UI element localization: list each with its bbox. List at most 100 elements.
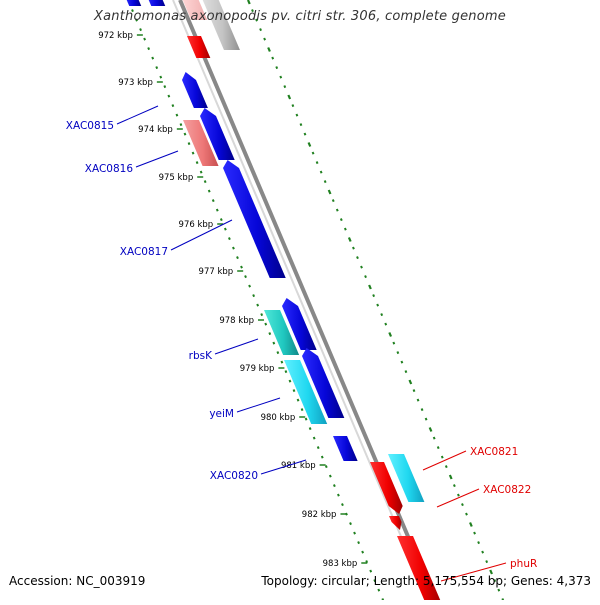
- gene-label-phur[interactable]: phuR: [510, 558, 537, 570]
- tick-dot: [240, 265, 243, 269]
- tick-dot: [248, 284, 251, 288]
- tick-dot: [228, 237, 231, 241]
- gene-label-xac0816[interactable]: XAC0816: [85, 163, 134, 175]
- tick-dot: [440, 455, 444, 459]
- tick-dot: [292, 389, 296, 393]
- gene-block-yeim[interactable]: [284, 360, 328, 424]
- gene-label-yeim[interactable]: yeiM: [209, 408, 234, 420]
- gene-block-top-blue-a[interactable]: [125, 0, 142, 6]
- gene-label-leader: [170, 219, 233, 251]
- accession-text: Accession: NC_003919: [9, 574, 146, 588]
- tick-dot: [315, 161, 319, 165]
- tick-dot: [276, 351, 280, 355]
- gene-block-xac0822[interactable]: [388, 454, 425, 502]
- tick-dot: [175, 113, 179, 117]
- gene-label-leader: [135, 150, 179, 168]
- tick-dot: [287, 94, 292, 100]
- tick-dot: [432, 436, 436, 440]
- gene-block-xac0821[interactable]: [370, 462, 403, 514]
- tick-dot: [195, 161, 199, 165]
- tick-dot: [477, 541, 480, 545]
- tick-dot: [219, 218, 223, 222]
- tick-dot: [135, 18, 138, 22]
- gene-block-top-grey[interactable]: [201, 0, 240, 50]
- gene-block-xac0816-fwd[interactable]: [200, 108, 235, 160]
- tick-dot: [369, 569, 373, 573]
- tick-dot: [349, 522, 352, 526]
- gene-block-top-blue-b[interactable]: [147, 0, 166, 6]
- gene-label-xac0817[interactable]: XAC0817: [120, 246, 168, 258]
- tick-dot: [308, 427, 312, 431]
- tick-dot: [211, 199, 215, 203]
- tick-dot: [377, 588, 381, 592]
- scale-tick-label: 980 kbp: [261, 413, 296, 423]
- tick-dot: [275, 66, 279, 70]
- tick-dot: [267, 47, 271, 52]
- tick-dot: [203, 180, 207, 184]
- tick-dot: [473, 531, 476, 535]
- tick-dot: [215, 208, 219, 212]
- gene-label-xac0820[interactable]: XAC0820: [210, 470, 258, 482]
- gene-block-xac0816[interactable]: [183, 120, 219, 166]
- tick-dot: [372, 294, 376, 298]
- tick-dot: [343, 227, 347, 231]
- tick-dot: [361, 550, 365, 554]
- tick-dot: [392, 341, 396, 345]
- tick-dot: [268, 332, 272, 336]
- tick-dot: [223, 227, 227, 231]
- gene-block-top-pale[interactable]: [181, 0, 208, 20]
- gene-label-xac0822[interactable]: XAC0822: [483, 484, 531, 496]
- gene-label-xac0821[interactable]: XAC0821: [470, 446, 518, 458]
- tick-dot: [259, 28, 262, 32]
- scale-tick-label: 973 kbp: [118, 78, 153, 88]
- tick-dot: [147, 47, 151, 51]
- tick-dot: [232, 246, 235, 250]
- gene-block-xac0820[interactable]: [333, 436, 358, 461]
- tick-dot: [384, 322, 388, 326]
- tick-dot: [465, 512, 468, 516]
- gene-label-leader: [422, 450, 467, 471]
- gene-block-xac0817[interactable]: [223, 160, 286, 278]
- gene-label-xac0815[interactable]: XAC0815: [66, 120, 114, 132]
- tick-dot: [272, 341, 276, 345]
- tick-dot: [320, 455, 324, 459]
- summary-text: Topology: circular; Length: 5,175,554 bp…: [261, 574, 591, 588]
- gene-block-top-red[interactable]: [187, 36, 211, 58]
- gene-label-rbsk[interactable]: rbsK: [189, 350, 213, 362]
- tick-dot: [183, 132, 187, 136]
- gene-block-small-red[interactable]: [389, 516, 402, 530]
- tick-dot: [353, 531, 356, 535]
- tick-dot: [400, 360, 404, 364]
- tick-dot: [139, 28, 142, 32]
- tick-dot: [207, 189, 211, 193]
- gene-block-xac0815[interactable]: [182, 72, 208, 108]
- scale-tick-label: 977 kbp: [199, 267, 234, 277]
- tick-dot: [199, 170, 203, 174]
- tick-dot: [360, 265, 363, 269]
- tick-dot: [312, 436, 316, 440]
- gene-label-leader: [214, 338, 259, 355]
- tick-dot: [388, 332, 393, 337]
- tick-dot: [337, 493, 340, 497]
- gene-block-rbsk-fwd[interactable]: [282, 298, 317, 350]
- tick-dot: [295, 113, 299, 117]
- tick-dot: [364, 275, 367, 279]
- scale-tick-label: 972 kbp: [98, 31, 133, 41]
- gene-block-phur[interactable]: [397, 536, 442, 604]
- tick-dot: [131, 9, 134, 13]
- tick-dot: [252, 294, 256, 298]
- gene-block-rbsk[interactable]: [264, 310, 300, 355]
- tick-dot: [151, 56, 155, 60]
- tick-dot: [376, 303, 380, 307]
- scale-tick-label: 979 kbp: [240, 364, 275, 374]
- tick-dot: [159, 75, 163, 79]
- tick-dot: [356, 256, 359, 260]
- backbone-line-inner: [172, 0, 429, 601]
- tick-dot: [319, 170, 323, 174]
- tick-dot: [303, 132, 307, 136]
- gene-block-yeim-fwd[interactable]: [302, 348, 345, 418]
- scale-tick-label: 974 kbp: [138, 125, 173, 135]
- tick-dot: [444, 465, 448, 469]
- tick-dot: [323, 180, 327, 184]
